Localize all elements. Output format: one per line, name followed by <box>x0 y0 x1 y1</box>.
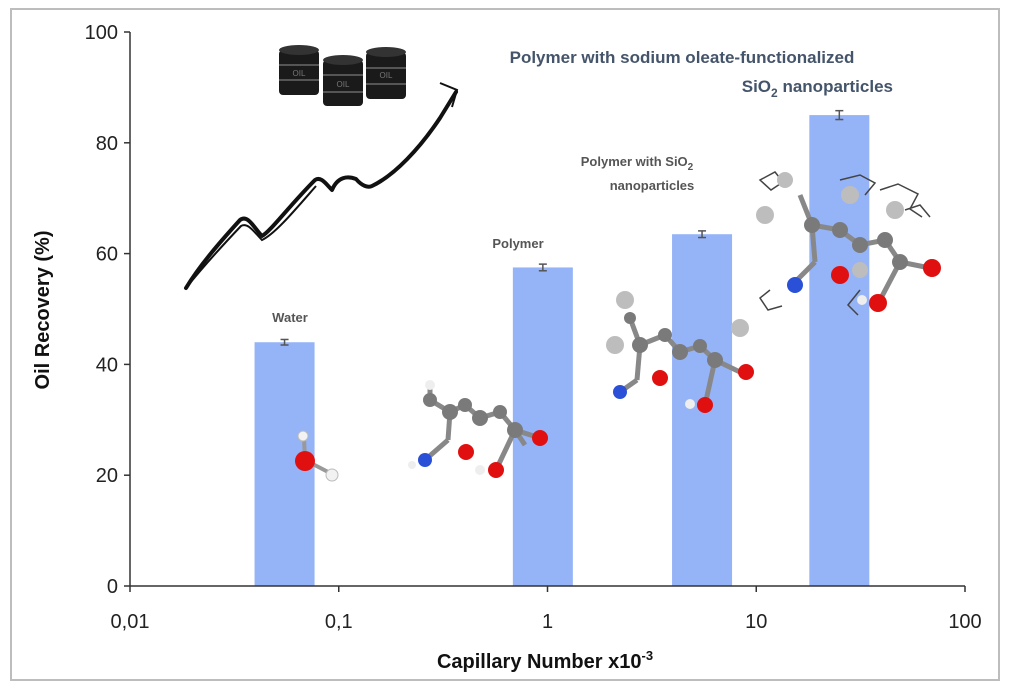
bar-3 <box>809 115 870 586</box>
barrel-label: OIL <box>380 71 393 80</box>
bar-label-oleate-line2: SiO2 nanoparticles <box>742 77 893 100</box>
y-tick-label: 80 <box>96 133 118 155</box>
bar-label-sio2-line2: nanoparticles <box>610 178 695 193</box>
y-tick-label: 20 <box>96 465 118 487</box>
x-tick-label: 1 <box>542 611 553 633</box>
x-tick-label: 0,1 <box>325 611 353 633</box>
bar-label-oleate-line1: Polymer with sodium oleate-functionalize… <box>510 48 855 67</box>
polymer-molecule-icon <box>408 380 548 478</box>
y-axis-title: Oil Recovery (%) <box>32 231 54 390</box>
oil-barrels-icon: OIL OIL OIL <box>279 45 406 106</box>
barrel-label: OIL <box>337 80 350 89</box>
error-bar-0 <box>280 338 289 346</box>
x-tick-label: 0,01 <box>111 611 150 633</box>
x-axis-title: Capillary Number x10-3 <box>437 648 653 673</box>
error-bar-3 <box>835 109 844 121</box>
y-tick-label: 40 <box>96 354 118 376</box>
y-tick-label: 100 <box>85 22 118 44</box>
y-tick-label: 60 <box>96 244 118 266</box>
bar-label-sio2-line1: Polymer with SiO2 <box>581 154 694 173</box>
bar-label-water: Water <box>272 310 308 325</box>
x-tick-label: 100 <box>948 611 981 633</box>
polymer-oleate-sio2-molecule-icon <box>756 171 941 316</box>
rising-arrow-icon <box>184 82 459 290</box>
water-molecule-icon <box>295 430 339 482</box>
y-tick-label: 0 <box>107 576 118 598</box>
bar-1 <box>512 267 573 586</box>
barrel-label: OIL <box>293 69 306 78</box>
polymer-sio2-molecule-icon <box>606 291 754 413</box>
x-tick-label: 10 <box>745 611 767 633</box>
error-bar-2 <box>698 230 707 239</box>
error-bar-1 <box>538 263 547 272</box>
bar-label-polymer: Polymer <box>492 236 543 251</box>
